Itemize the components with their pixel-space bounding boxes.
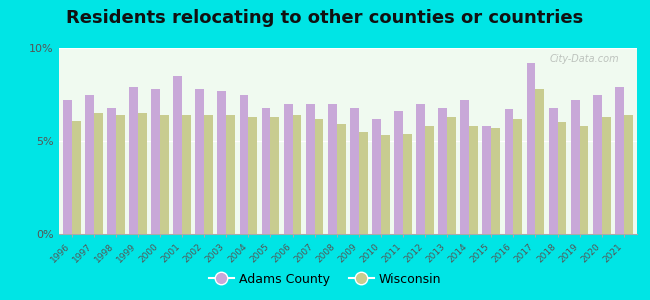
Bar (504, 110, 514, 234)
Bar (549, 107, 558, 234)
Bar (315, 119, 324, 234)
Bar (129, 87, 138, 234)
Bar (94, 113, 103, 234)
Bar (292, 115, 302, 234)
Bar (218, 91, 226, 234)
Bar (580, 126, 588, 234)
Bar (204, 115, 213, 234)
Bar (174, 76, 182, 234)
Bar (116, 115, 125, 234)
Bar (416, 104, 425, 234)
Bar (248, 117, 257, 234)
Bar (138, 113, 147, 234)
Bar (491, 128, 500, 234)
Bar (328, 104, 337, 234)
Bar (160, 115, 169, 234)
Bar (72, 121, 81, 234)
Bar (85, 94, 94, 234)
Bar (372, 119, 381, 234)
Bar (381, 135, 390, 234)
Bar (306, 104, 315, 234)
Bar (403, 134, 412, 234)
Bar (63, 100, 72, 234)
Bar (394, 111, 403, 234)
Bar (196, 89, 204, 234)
Bar (602, 117, 610, 234)
Bar (536, 89, 544, 234)
Bar (469, 126, 478, 234)
Bar (624, 115, 632, 234)
Bar (350, 107, 359, 234)
Bar (262, 107, 270, 234)
Bar (615, 87, 624, 234)
Bar (182, 115, 191, 234)
Bar (482, 126, 491, 234)
Bar (447, 117, 456, 234)
Bar (593, 94, 602, 234)
Bar (425, 126, 434, 234)
Bar (571, 100, 580, 234)
Bar (558, 122, 566, 234)
Bar (337, 124, 346, 234)
Bar (240, 94, 248, 234)
Bar (514, 119, 522, 234)
Bar (526, 63, 536, 234)
Text: City-Data.com: City-Data.com (550, 54, 619, 64)
Bar (226, 115, 235, 234)
Bar (270, 117, 280, 234)
Text: Residents relocating to other counties or countries: Residents relocating to other counties o… (66, 9, 584, 27)
Bar (460, 100, 469, 234)
Bar (359, 132, 368, 234)
Bar (438, 107, 447, 234)
Legend: Adams County, Wisconsin: Adams County, Wisconsin (204, 268, 446, 291)
Bar (151, 89, 160, 234)
Bar (107, 107, 116, 234)
Bar (283, 104, 292, 234)
